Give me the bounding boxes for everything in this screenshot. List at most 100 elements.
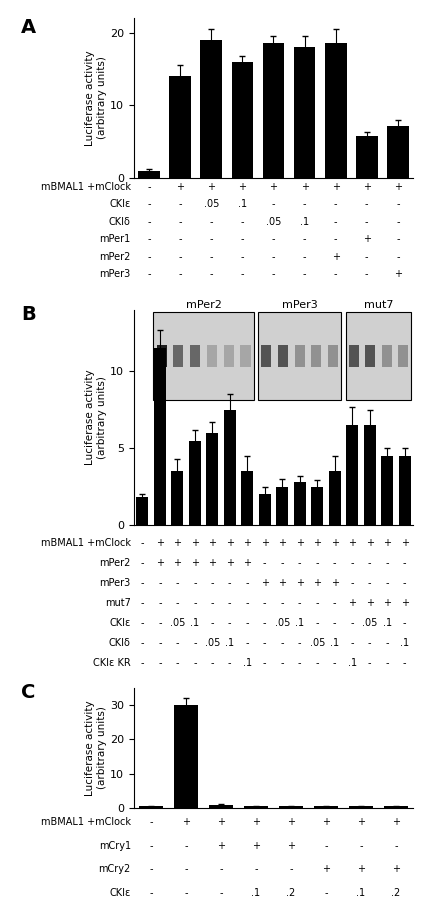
- Text: +: +: [394, 270, 402, 280]
- Bar: [384, 806, 408, 808]
- Text: mPer3: mPer3: [100, 578, 131, 588]
- Text: -: -: [334, 234, 338, 244]
- Text: +: +: [182, 817, 190, 827]
- Text: -: -: [324, 841, 328, 851]
- Text: .05: .05: [362, 618, 377, 628]
- Text: -: -: [298, 658, 301, 668]
- Text: .1: .1: [356, 888, 365, 898]
- Text: -: -: [140, 538, 144, 548]
- Text: mPer2: mPer2: [99, 558, 131, 568]
- Text: -: -: [350, 558, 354, 568]
- Text: mCry2: mCry2: [98, 865, 131, 875]
- Text: +: +: [392, 817, 400, 827]
- Text: -: -: [193, 578, 197, 588]
- Bar: [232, 61, 253, 178]
- Text: .1: .1: [190, 618, 199, 628]
- Text: -: -: [148, 217, 151, 227]
- Text: -: -: [280, 638, 284, 648]
- Bar: [387, 125, 409, 178]
- Text: -: -: [245, 578, 249, 588]
- Text: -: -: [272, 270, 275, 280]
- Text: -: -: [158, 618, 162, 628]
- Bar: [240, 345, 251, 367]
- Text: -: -: [350, 578, 354, 588]
- Text: .1: .1: [225, 638, 234, 648]
- Text: -: -: [210, 598, 214, 608]
- Bar: [311, 486, 324, 525]
- Text: .1: .1: [400, 638, 409, 648]
- Text: -: -: [280, 558, 284, 568]
- Text: +: +: [287, 841, 295, 851]
- Text: -: -: [333, 618, 337, 628]
- Text: -: -: [272, 199, 275, 209]
- Text: mBMAL1 +mClock: mBMAL1 +mClock: [41, 817, 131, 827]
- Bar: [206, 433, 218, 525]
- Text: -: -: [263, 638, 267, 648]
- Text: .05: .05: [204, 638, 220, 648]
- Text: +: +: [278, 538, 286, 548]
- Text: -: -: [209, 234, 213, 244]
- Text: +: +: [313, 578, 321, 588]
- Text: +: +: [261, 578, 269, 588]
- Text: -: -: [368, 658, 371, 668]
- Bar: [349, 806, 373, 808]
- Bar: [356, 136, 378, 178]
- Text: -: -: [158, 638, 162, 648]
- Text: -: -: [385, 638, 389, 648]
- Text: CKIε: CKIε: [109, 199, 131, 209]
- Y-axis label: Luciferase activity
(arbitrary units): Luciferase activity (arbitrary units): [85, 700, 107, 796]
- Text: -: -: [219, 888, 223, 898]
- Text: -: -: [184, 865, 188, 875]
- Text: -: -: [298, 598, 301, 608]
- Text: +: +: [348, 538, 356, 548]
- Text: mPer3: mPer3: [100, 270, 131, 280]
- Bar: [207, 345, 217, 367]
- Text: -: -: [148, 234, 151, 244]
- Text: -: -: [148, 199, 151, 209]
- Text: -: -: [385, 658, 389, 668]
- Text: +: +: [383, 598, 391, 608]
- Text: +: +: [208, 558, 216, 568]
- Text: -: -: [334, 199, 338, 209]
- Text: +: +: [332, 182, 340, 192]
- Text: -: -: [333, 558, 337, 568]
- Text: .05: .05: [204, 199, 219, 209]
- Text: -: -: [140, 578, 144, 588]
- Text: +: +: [401, 538, 409, 548]
- Bar: [295, 345, 305, 367]
- Text: -: -: [368, 558, 371, 568]
- Text: -: -: [210, 578, 214, 588]
- Text: +: +: [363, 234, 371, 244]
- Text: +: +: [243, 558, 251, 568]
- Text: -: -: [140, 618, 144, 628]
- Bar: [201, 40, 222, 178]
- Text: -: -: [228, 578, 232, 588]
- Text: .1: .1: [348, 658, 357, 668]
- Text: CKIε: CKIε: [109, 888, 131, 898]
- Text: -: -: [209, 217, 213, 227]
- Text: -: -: [148, 251, 151, 261]
- Text: -: -: [315, 658, 319, 668]
- Text: +: +: [392, 865, 400, 875]
- Bar: [223, 409, 236, 525]
- Bar: [294, 48, 315, 178]
- Text: -: -: [334, 270, 338, 280]
- Text: -: -: [179, 217, 182, 227]
- Text: +: +: [252, 817, 260, 827]
- Text: -: -: [365, 251, 368, 261]
- Text: -: -: [334, 217, 338, 227]
- Text: +: +: [191, 538, 199, 548]
- Text: -: -: [368, 638, 371, 648]
- Text: +: +: [217, 817, 225, 827]
- Text: -: -: [228, 658, 232, 668]
- Text: +: +: [365, 598, 374, 608]
- Text: -: -: [333, 658, 337, 668]
- Bar: [224, 345, 234, 367]
- Text: -: -: [385, 578, 389, 588]
- Text: -: -: [210, 618, 214, 628]
- Text: -: -: [179, 270, 182, 280]
- Text: -: -: [263, 558, 267, 568]
- Text: -: -: [272, 234, 275, 244]
- Text: -: -: [403, 658, 407, 668]
- Bar: [153, 313, 254, 400]
